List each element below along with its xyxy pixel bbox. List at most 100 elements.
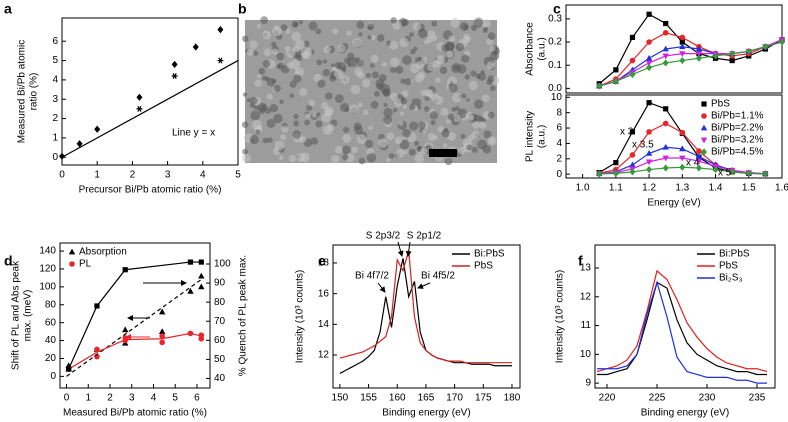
micrograph-texture <box>390 57 400 67</box>
marker <box>198 283 205 290</box>
micrograph-texture <box>289 80 297 88</box>
micrograph-texture <box>427 132 436 141</box>
micrograph-texture <box>280 134 287 141</box>
panel-label: d <box>4 253 13 269</box>
micrograph-texture <box>479 121 487 129</box>
micrograph-texture <box>349 104 359 114</box>
micrograph-texture <box>253 105 260 111</box>
micrograph-texture <box>262 30 270 38</box>
micrograph-texture <box>480 70 485 75</box>
y2-tick-label: 50 <box>214 354 226 365</box>
micrograph-texture <box>293 74 302 83</box>
marker <box>217 26 224 34</box>
micrograph-texture <box>308 21 318 31</box>
micrograph-texture <box>482 144 492 154</box>
micrograph-texture <box>468 80 478 91</box>
micrograph-texture <box>370 100 379 109</box>
micrograph-texture <box>292 130 302 139</box>
legend-label: PL <box>79 259 92 270</box>
micrograph-texture <box>304 119 310 126</box>
micrograph-texture <box>486 78 493 86</box>
y-tick-label: 18 <box>318 258 330 269</box>
micrograph-texture <box>404 78 412 86</box>
marker <box>136 105 143 112</box>
micrograph-texture <box>249 40 258 49</box>
micrograph-texture <box>401 90 409 98</box>
legend-label: Bi/Pb=4.5% <box>711 147 764 158</box>
marker <box>679 51 686 58</box>
micrograph-texture <box>490 51 500 61</box>
micrograph-texture <box>479 116 484 122</box>
x-axis-label: Binding energy (eV) <box>641 408 729 419</box>
micrograph-texture <box>262 60 271 68</box>
series-line <box>68 261 202 370</box>
micrograph-texture <box>286 48 296 58</box>
x-tick-label: 1 <box>94 170 100 181</box>
y-axis-label: (a.u.) <box>537 37 548 60</box>
micrograph-texture <box>249 134 259 145</box>
legend-marker <box>701 101 707 107</box>
legend-marker <box>700 137 708 144</box>
y-tick-label: 2 <box>52 113 58 124</box>
marker <box>696 148 702 154</box>
micrograph-texture <box>440 107 449 116</box>
micrograph-texture <box>435 77 441 83</box>
micrograph-texture <box>470 70 477 77</box>
annotation: S 2p3/2 <box>366 231 401 242</box>
x-tick-label: 1 <box>85 393 91 404</box>
micrograph-texture <box>303 40 310 47</box>
micrograph-texture <box>273 84 281 92</box>
y-tick-label: 2 <box>556 153 562 164</box>
micrograph-texture <box>322 59 328 64</box>
x-tick-label: 3 <box>129 393 135 404</box>
micrograph-texture <box>272 48 279 55</box>
y-axis-label: max. (meV) <box>23 290 34 342</box>
x-tick-label: 180 <box>504 393 521 404</box>
micrograph-texture <box>293 120 299 127</box>
micrograph-texture <box>399 111 405 116</box>
marker <box>158 308 166 315</box>
micrograph-texture <box>444 41 455 52</box>
y-tick-label: 10 <box>580 349 592 360</box>
x-tick-label: 1.1 <box>609 183 623 194</box>
y-tick-label: 0.2 <box>548 37 562 48</box>
legend-marker <box>69 261 75 267</box>
micrograph-texture <box>426 36 433 43</box>
y-tick-label: 120 <box>39 264 56 275</box>
y-axis-label: Intensity (10³ counts) <box>295 270 306 363</box>
micrograph-texture <box>423 106 430 112</box>
x-tick-label: 1.2 <box>642 183 656 194</box>
micrograph-texture <box>393 108 398 113</box>
plot-frame <box>61 17 239 166</box>
y-tick-label: 8 <box>556 107 562 118</box>
marker <box>695 158 703 165</box>
micrograph-texture <box>455 106 460 111</box>
annotation: x 4 <box>686 158 700 169</box>
series-line <box>597 281 767 376</box>
y2-tick-label: 40 <box>214 373 226 384</box>
arrow <box>405 241 412 257</box>
y-tick-label: 60 <box>45 317 57 328</box>
micrograph-texture <box>363 109 369 116</box>
micrograph-texture <box>465 97 471 103</box>
micrograph-texture <box>376 82 384 91</box>
marker <box>745 169 752 177</box>
x-tick-label: 230 <box>699 393 716 404</box>
marker <box>158 328 166 335</box>
marker <box>762 43 769 51</box>
micrograph-texture <box>343 126 350 133</box>
micrograph-texture <box>395 65 404 74</box>
micrograph-texture <box>322 125 333 135</box>
series-line <box>599 39 783 87</box>
micrograph-texture <box>487 111 495 119</box>
x-tick-label: 2 <box>130 170 136 181</box>
micrograph-texture <box>393 98 403 107</box>
x-tick-label: 6 <box>194 393 200 404</box>
marker <box>679 155 686 162</box>
micrograph-texture <box>340 75 350 85</box>
micrograph-texture <box>378 138 388 148</box>
marker <box>779 38 785 46</box>
micrograph-texture <box>471 146 478 153</box>
y-tick-label: 40 <box>45 335 57 346</box>
